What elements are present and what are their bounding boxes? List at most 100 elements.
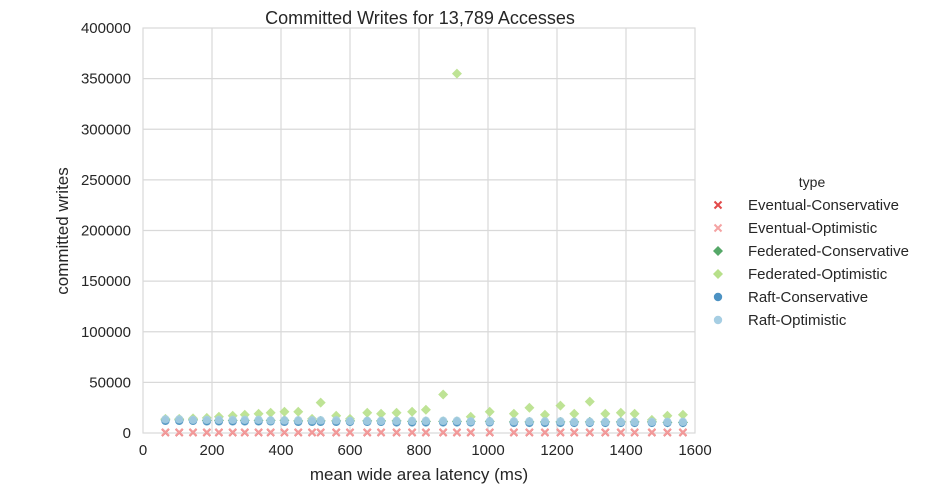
data-point	[240, 415, 249, 425]
data-point	[279, 406, 290, 417]
data-point	[376, 416, 386, 426]
data-point	[509, 417, 519, 426]
data-point	[601, 417, 610, 427]
data-point	[647, 417, 657, 427]
data-point	[451, 68, 462, 79]
x-axis-label: mean wide area latency (ms)	[310, 465, 528, 484]
y-tick-label: 300000	[81, 121, 131, 138]
data-point	[647, 427, 657, 437]
data-point	[392, 427, 401, 437]
legend-marker	[713, 200, 723, 210]
data-point	[509, 427, 519, 437]
y-tick-label: 350000	[81, 71, 131, 88]
data-point	[161, 427, 170, 437]
data-point	[615, 407, 626, 418]
data-point	[525, 417, 534, 426]
legend-marker	[713, 315, 723, 325]
y-tick-label: 0	[123, 425, 131, 442]
data-point	[540, 417, 550, 426]
data-point	[332, 416, 341, 425]
data-point	[345, 416, 355, 426]
grid	[142, 27, 696, 434]
legend-label: Federated-Optimistic	[748, 266, 888, 283]
data-point	[485, 427, 494, 437]
data-point	[407, 427, 417, 437]
legend-label: Raft-Conservative	[748, 289, 868, 306]
y-tick-label: 50000	[89, 374, 131, 391]
data-point	[438, 427, 448, 437]
data-point	[407, 406, 418, 417]
y-tick-label: 200000	[81, 223, 131, 240]
x-tick-label: 1400	[609, 442, 642, 459]
data-point	[677, 409, 688, 420]
data-point	[678, 427, 688, 437]
y-tick-label: 150000	[81, 273, 131, 290]
data-point	[175, 415, 184, 424]
data-point	[294, 427, 303, 437]
legend-label: Eventual-Optimistic	[748, 220, 878, 237]
legend: type Eventual-Conservative Eventual-Optim…	[713, 174, 909, 329]
data-point	[294, 416, 303, 425]
y-axis-label: committed writes	[53, 167, 72, 295]
data-point	[585, 427, 594, 437]
data-point	[188, 427, 198, 437]
legend-label: Eventual-Conservative	[748, 197, 899, 214]
chart-title: Committed Writes for 13,789 Accesses	[265, 8, 575, 28]
data-point	[629, 408, 640, 419]
data-point	[569, 408, 580, 419]
y-tick-label: 400000	[81, 20, 131, 37]
data-point	[508, 408, 519, 419]
data-point	[392, 416, 401, 426]
data-point	[254, 415, 263, 425]
data-point	[540, 427, 550, 437]
legend-label: Raft-Optimistic	[748, 312, 847, 329]
x-tick-label: 800	[406, 442, 431, 459]
data-point	[466, 427, 475, 437]
data-point	[307, 427, 317, 437]
legend-marker	[713, 269, 723, 279]
data-point	[345, 427, 355, 437]
data-point	[280, 427, 289, 437]
data-point	[570, 427, 579, 437]
data-point	[376, 408, 387, 419]
data-point	[452, 427, 462, 437]
data-point	[315, 397, 326, 408]
data-point	[663, 427, 672, 437]
data-point	[391, 407, 402, 418]
data-point	[556, 427, 565, 437]
data-point	[452, 416, 462, 426]
data-point	[254, 427, 263, 437]
data-point	[485, 417, 494, 426]
data-point	[240, 427, 249, 437]
legend-marker	[713, 292, 723, 302]
data-point	[202, 427, 212, 437]
data-point	[175, 427, 184, 437]
data-point	[316, 427, 325, 437]
series-eventual-optimistic	[161, 427, 688, 437]
data-point	[280, 416, 289, 425]
data-point	[466, 417, 475, 426]
data-point	[556, 417, 565, 426]
y-tick-label: 250000	[81, 172, 131, 189]
data-point	[188, 415, 198, 425]
data-point	[265, 407, 276, 418]
data-point	[253, 408, 264, 419]
data-point	[616, 417, 626, 427]
data-point	[421, 416, 431, 426]
legend-marker	[713, 246, 723, 256]
data-point	[570, 417, 579, 427]
y-axis-ticks: 0 50000 100000 150000 200000 250000 300000 3500…	[81, 20, 131, 442]
data-point	[600, 408, 611, 419]
x-tick-label: 0	[139, 442, 147, 459]
legend-label: Federated-Conservative	[748, 243, 909, 260]
data-point	[266, 427, 275, 437]
data-point	[214, 415, 224, 425]
legend-title: type	[799, 174, 826, 190]
data-point	[601, 427, 610, 437]
data-point	[363, 427, 372, 437]
data-point	[616, 427, 626, 437]
data-point	[266, 416, 275, 425]
data-point	[438, 389, 449, 400]
data-point	[663, 417, 672, 427]
